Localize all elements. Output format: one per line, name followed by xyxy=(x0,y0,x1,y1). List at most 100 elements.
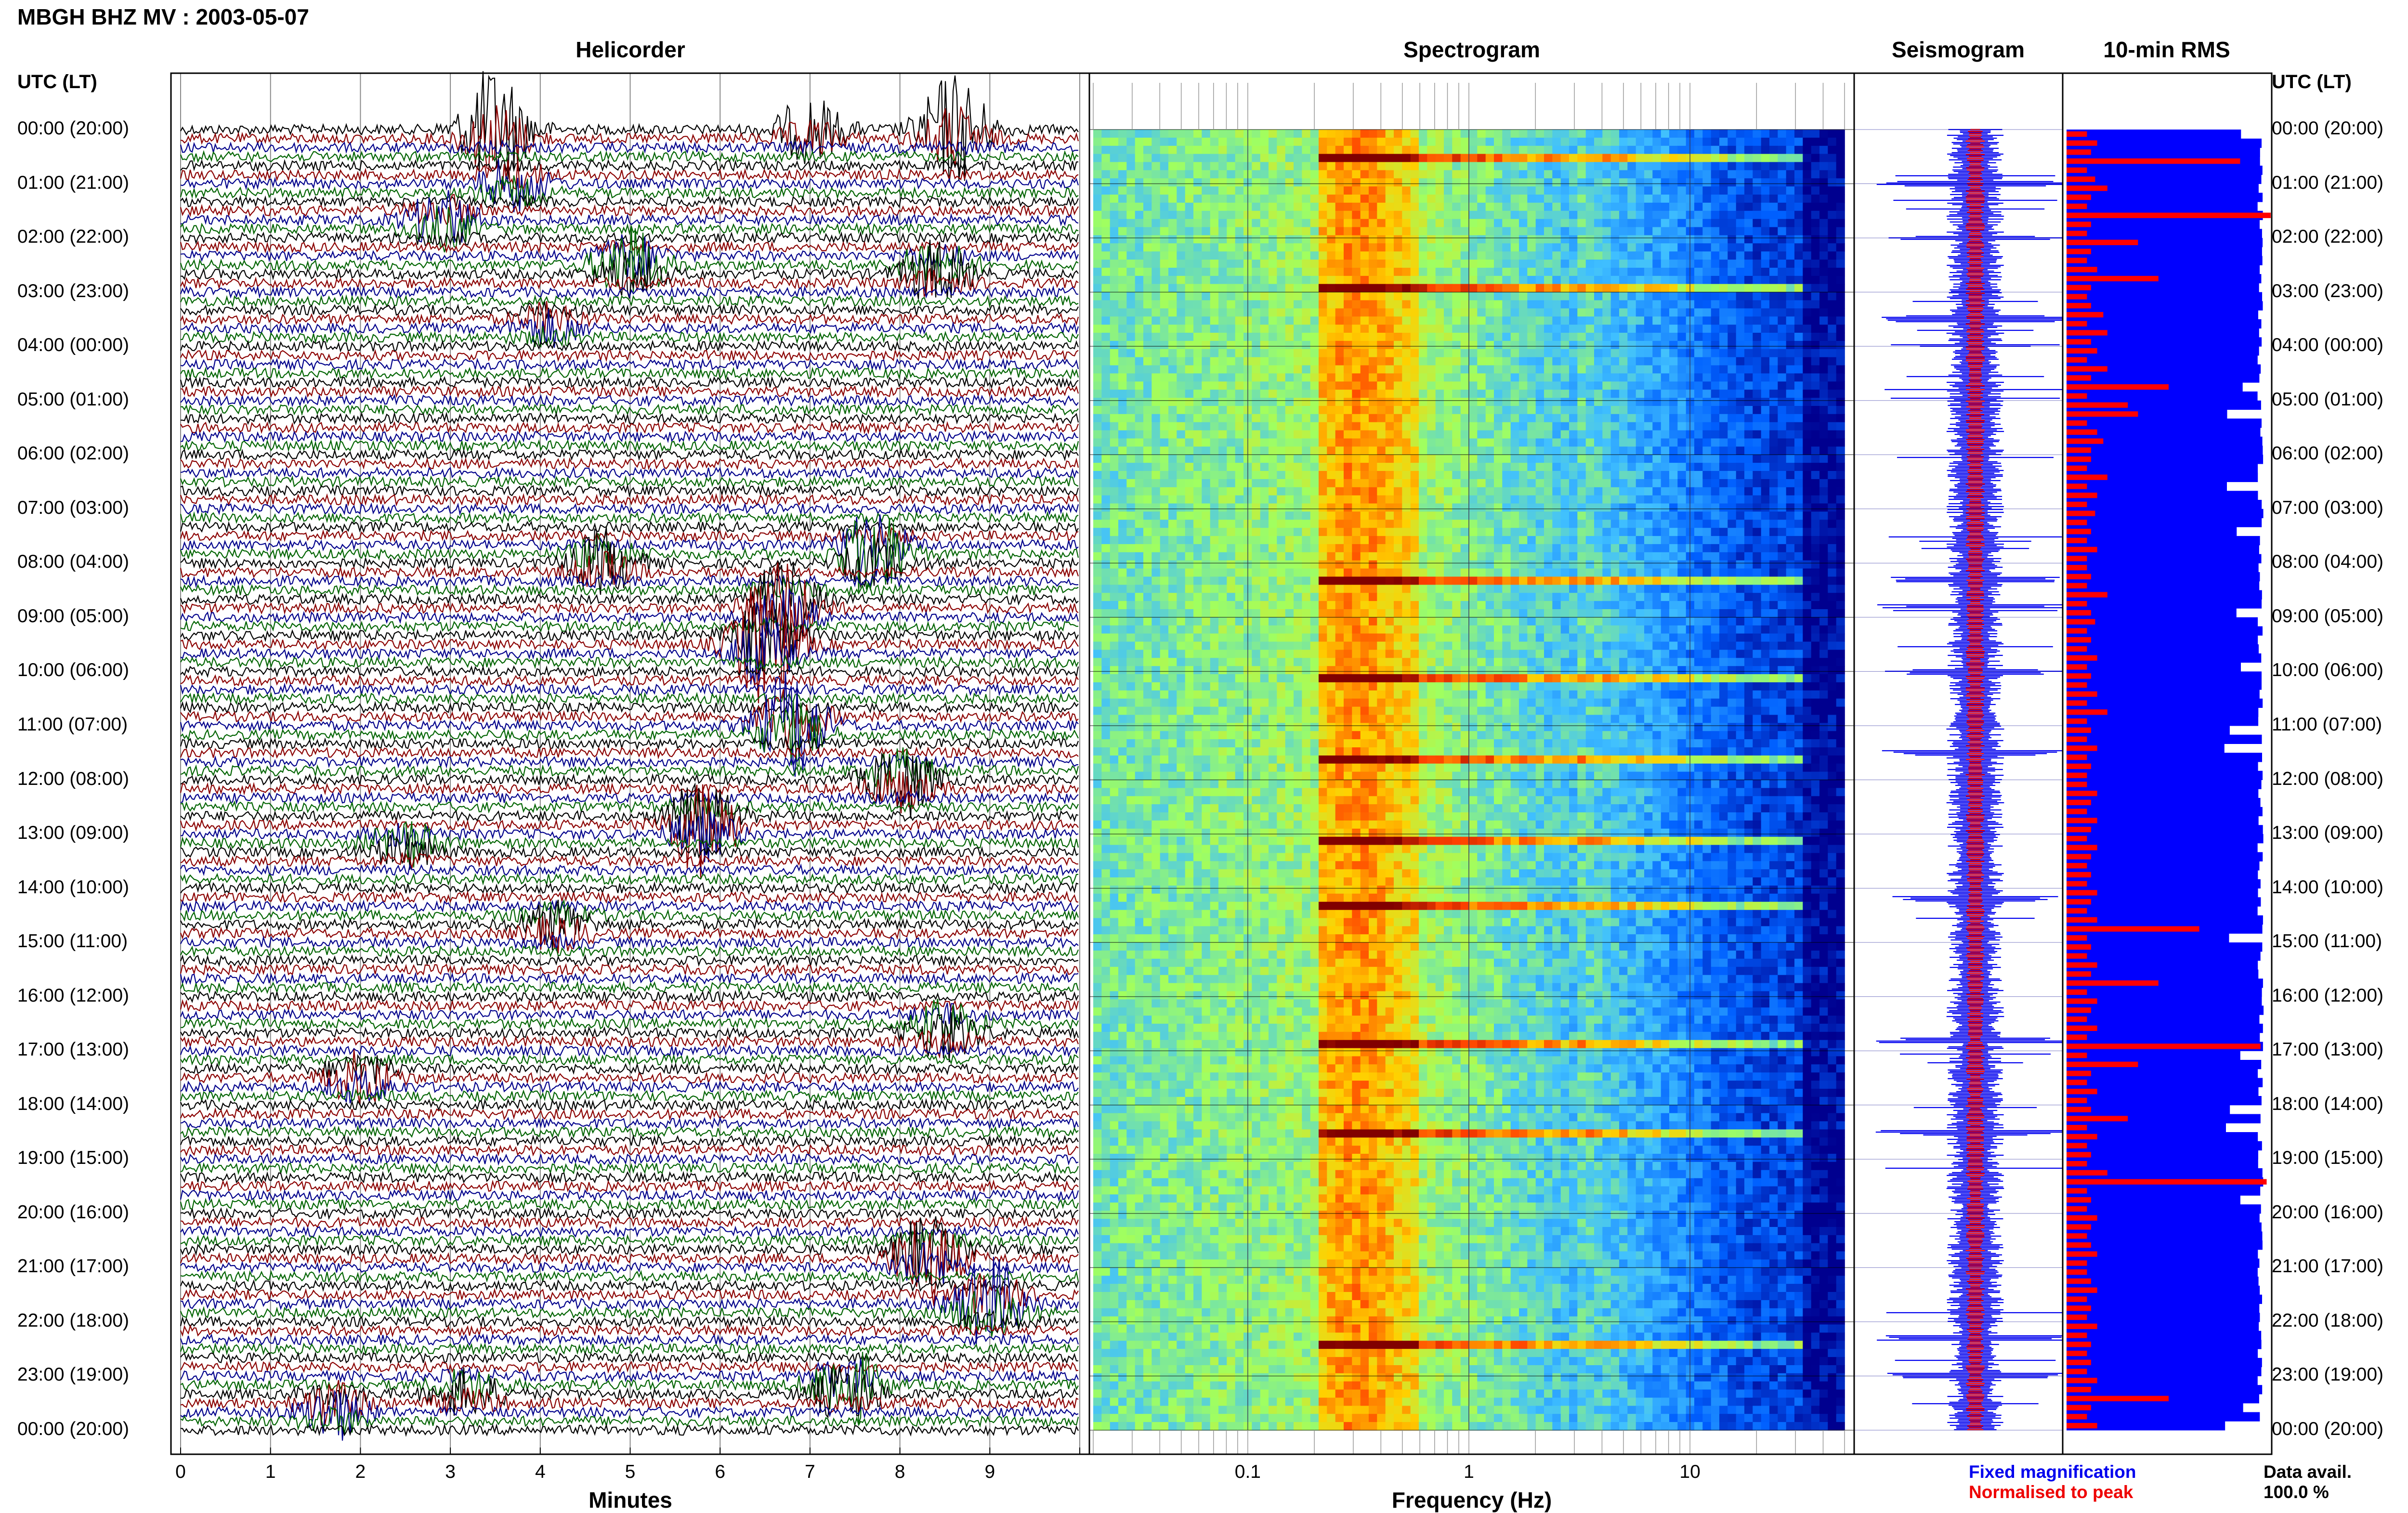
rms-bar xyxy=(2067,339,2091,344)
rms-fill-bar xyxy=(2067,1195,2240,1204)
rms-bar xyxy=(2067,646,2087,652)
rms-bar xyxy=(2067,836,2087,841)
rms-bar xyxy=(2067,728,2091,733)
rms-bar xyxy=(2067,601,2087,606)
rms-fill-bar xyxy=(2067,337,2262,346)
rms-bar xyxy=(2067,700,2087,705)
rms-bar xyxy=(2067,1252,2097,1257)
rms-bar xyxy=(2067,1152,2091,1157)
rms-fill-bar xyxy=(2067,735,2262,744)
rms-bar xyxy=(2067,403,2128,408)
rms-bar xyxy=(2067,655,2097,661)
rms-bar xyxy=(2067,962,2097,967)
rms-bar xyxy=(2067,709,2107,715)
rms-bar xyxy=(2067,1288,2097,1293)
rms-fill-bar xyxy=(2067,1313,2260,1322)
rms-fill-bar xyxy=(2067,1141,2262,1150)
rms-bar xyxy=(2067,917,2097,923)
rms-bar xyxy=(2067,240,2138,245)
rms-bar xyxy=(2067,357,2087,363)
rms-fill-bar xyxy=(2067,599,2262,608)
rms-bar xyxy=(2067,673,2091,678)
helicorder-tick-label: 5 xyxy=(625,1461,636,1483)
rms-fill-bar xyxy=(2067,617,2258,626)
rms-bar xyxy=(2067,411,2138,417)
rms-fill-bar xyxy=(2067,1304,2259,1313)
spectrogram-tick-label: 1 xyxy=(1464,1461,1474,1483)
rms-fill-bar xyxy=(2067,1078,2263,1087)
rms-fill-bar xyxy=(2067,202,2258,211)
rms-bar xyxy=(2067,267,2097,272)
rms-bar xyxy=(2067,565,2087,570)
rms-bar xyxy=(2067,1062,2138,1067)
rms-bar xyxy=(2067,1296,2087,1302)
rms-fill-bar xyxy=(2067,988,2262,997)
rms-bar xyxy=(2067,177,2095,182)
rms-bar xyxy=(2067,872,2091,877)
rms-bar xyxy=(2067,249,2091,254)
rms-bar xyxy=(2067,818,2097,823)
rms-bar xyxy=(2067,1089,2097,1094)
rms-fill-bar xyxy=(2067,1123,2226,1132)
helicorder-tick-label: 9 xyxy=(984,1461,995,1483)
rms-bar xyxy=(2067,574,2091,579)
rms-fill-bar xyxy=(2067,572,2260,581)
rms-bar xyxy=(2067,863,2087,868)
rms-bar xyxy=(2067,1332,2087,1338)
rms-bar xyxy=(2067,1017,2087,1022)
rms-bar xyxy=(2067,1053,2087,1058)
rms-bar xyxy=(2067,998,2097,1004)
rms-bar xyxy=(2067,935,2087,940)
rms-bar xyxy=(2067,1188,2087,1193)
rms-fill-bar xyxy=(2067,870,2258,879)
rms-fill-bar xyxy=(2067,1267,2258,1277)
rms-fill-bar xyxy=(2067,1240,2263,1250)
rms-fill-bar xyxy=(2067,807,2263,816)
rms-bar xyxy=(2067,393,2087,399)
rms-bar xyxy=(2067,321,2087,326)
rms-bar xyxy=(2067,637,2091,642)
rms-bar xyxy=(2067,141,2097,146)
rms-fill-bar xyxy=(2067,283,2259,292)
rms-bar xyxy=(2067,583,2087,588)
helicorder-tick-label: 0 xyxy=(175,1461,186,1483)
rms-fill-bar xyxy=(2067,699,2263,708)
rms-bar xyxy=(2067,1405,2091,1410)
rms-fill-bar xyxy=(2067,1385,2262,1394)
rms-bar xyxy=(2067,682,2087,688)
rms-fill-bar xyxy=(2067,1096,2262,1105)
rms-fill-bar xyxy=(2067,581,2259,590)
rms-bar xyxy=(2067,1387,2091,1392)
rms-bar xyxy=(2067,1360,2091,1365)
rms-bar xyxy=(2067,348,2097,353)
data-availability-value: 100.0 % xyxy=(2264,1482,2329,1502)
rms-bar xyxy=(2067,926,2199,931)
rms-bar xyxy=(2067,547,2097,552)
rms-fill-bar xyxy=(2067,482,2227,491)
rms-bar xyxy=(2067,718,2087,724)
rms-bar xyxy=(2067,791,2097,796)
rms-bar xyxy=(2067,430,2097,435)
rms-bar xyxy=(2067,475,2107,480)
rms-bar xyxy=(2067,483,2087,489)
rms-fill-bar xyxy=(2067,1259,2259,1268)
rms-bar xyxy=(2067,1423,2097,1428)
minutes-axis-label: Minutes xyxy=(589,1487,672,1513)
rms-bar xyxy=(2067,420,2087,426)
rms-fill-bar xyxy=(2067,1358,2262,1367)
rms-bar xyxy=(2067,447,2091,453)
rms-bar xyxy=(2067,1043,2261,1049)
rms-fill-bar xyxy=(2067,1033,2260,1042)
rms-bar xyxy=(2067,330,2107,335)
rms-fill-bar xyxy=(2067,1187,2260,1196)
rms-bar xyxy=(2067,538,2087,543)
rms-fill-bar xyxy=(2067,130,2241,139)
rms-fill-bar xyxy=(2067,391,2258,401)
rms-fill-bar xyxy=(2067,509,2264,518)
rms-fill-bar xyxy=(2067,175,2262,184)
rms-fill-bar xyxy=(2067,193,2263,202)
helicorder-tick-label: 3 xyxy=(445,1461,456,1483)
rms-bar xyxy=(2067,1170,2107,1175)
rms-fill-bar xyxy=(2067,671,2262,680)
rms-bar xyxy=(2067,809,2087,814)
